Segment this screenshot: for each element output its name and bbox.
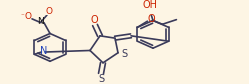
Text: N: N [40, 46, 47, 56]
Text: O: O [46, 7, 53, 16]
Text: O: O [24, 12, 32, 21]
Text: S: S [121, 49, 127, 59]
Text: O: O [148, 14, 155, 24]
Text: S: S [98, 74, 104, 84]
Text: OH: OH [142, 0, 158, 10]
Text: O: O [90, 15, 98, 25]
Text: N: N [38, 17, 44, 26]
Text: ⁻: ⁻ [20, 14, 24, 20]
